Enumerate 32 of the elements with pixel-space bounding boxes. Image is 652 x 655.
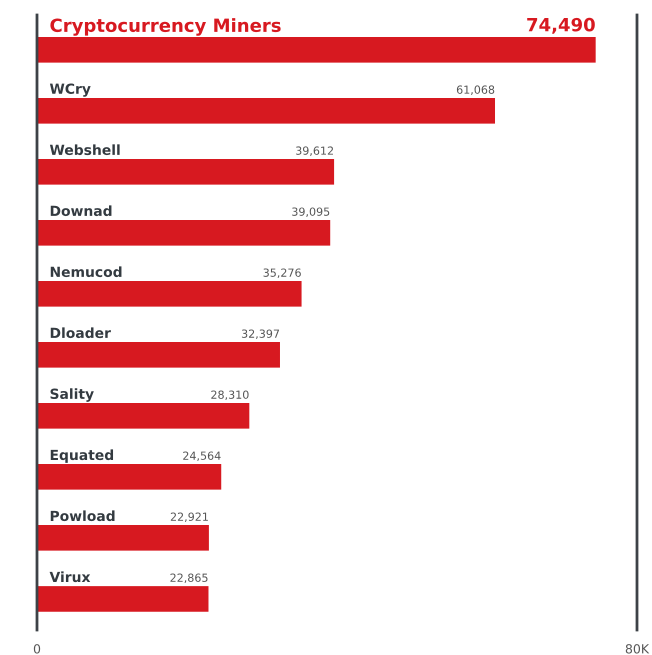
y-tick-label: WCry	[50, 83, 91, 97]
data-label: 32,397	[242, 329, 280, 340]
data-label: 35,276	[264, 268, 301, 278]
x-tick-label: 0	[34, 644, 40, 654]
data-label: 22,921	[170, 512, 208, 522]
x-tick-label: 80K	[626, 644, 650, 654]
data-label: 61,068	[456, 85, 494, 95]
bar	[37, 281, 302, 307]
y-tick-label: Nemucod	[50, 266, 122, 278]
bar	[37, 403, 250, 429]
y-tick-label: Virux	[50, 571, 90, 582]
bar	[37, 158, 334, 185]
data-label: 28,310	[211, 390, 249, 400]
bar	[37, 220, 330, 246]
bar	[37, 98, 496, 124]
y-tick-label: Powload	[50, 510, 115, 522]
data-label: 39,095	[292, 207, 330, 217]
y-tick-label: Sality	[50, 388, 94, 402]
bar	[37, 342, 280, 368]
data-label: 24,564	[183, 451, 221, 462]
bar	[37, 525, 209, 551]
y-tick-label: Cryptocurrency Miners	[50, 18, 281, 36]
bar	[37, 36, 596, 63]
y-tick-label: Equated	[50, 449, 114, 463]
bar	[37, 586, 208, 612]
data-label: 74,490	[527, 18, 595, 34]
y-tick-label: Dloader	[50, 327, 111, 338]
bar	[37, 464, 222, 490]
y-tick-label: Webshell	[50, 144, 120, 156]
data-label: 39,612	[296, 146, 333, 156]
y-tick-label: Downad	[50, 205, 112, 216]
data-label: 22,865	[170, 574, 208, 584]
